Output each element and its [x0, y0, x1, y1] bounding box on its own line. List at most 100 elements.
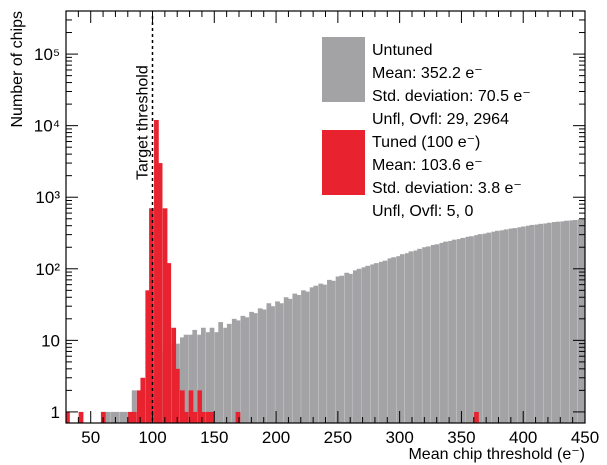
untuned-bar — [469, 236, 474, 423]
untuned-bar — [361, 267, 367, 423]
untuned-bar — [327, 279, 332, 423]
y-tick-label: 1 — [51, 403, 60, 422]
untuned-bar — [123, 411, 128, 423]
untuned-bar — [577, 219, 583, 423]
y-tick-label: 10⁵ — [34, 45, 60, 64]
x-tick-label: 400 — [509, 428, 537, 447]
tuned-bar — [209, 411, 215, 423]
untuned-bar — [335, 276, 341, 423]
untuned-bar — [110, 411, 116, 423]
tuned-bar — [179, 390, 185, 423]
tuned-bar — [201, 411, 206, 423]
untuned-bar — [352, 270, 358, 423]
tuned-bar — [188, 390, 194, 423]
untuned-bar — [283, 297, 289, 423]
untuned-bar — [205, 332, 211, 423]
tuned-bar — [205, 411, 211, 423]
untuned-bar — [218, 322, 224, 423]
legend: Untuned Mean: 352.2 e⁻ Std. deviation: 7… — [322, 37, 531, 220]
untuned-bar — [201, 327, 206, 423]
untuned-bar — [451, 239, 457, 423]
untuned-bar — [547, 222, 552, 423]
untuned-bar — [581, 219, 586, 423]
tuned-bar — [175, 368, 180, 423]
untuned-bar — [214, 332, 220, 423]
untuned-bar — [192, 329, 198, 423]
untuned-bar — [179, 337, 185, 423]
untuned-bar — [495, 230, 500, 423]
y-tick-label: 10⁴ — [34, 117, 60, 136]
target-threshold-label: Target threshold — [135, 65, 152, 180]
tuned-bar — [197, 390, 203, 423]
untuned-bar — [500, 230, 505, 423]
x-tick-label: 200 — [262, 428, 290, 447]
untuned-bar — [275, 301, 280, 423]
untuned-bar — [378, 261, 384, 423]
untuned-bar — [287, 298, 293, 423]
tuned-bar — [140, 377, 146, 423]
y-tick-label: 10³ — [35, 188, 60, 207]
untuned-bar — [309, 287, 315, 423]
untuned-bar — [443, 241, 448, 423]
y-tick-label: 10 — [41, 331, 60, 350]
untuned-bar — [486, 232, 492, 423]
untuned-bar — [508, 228, 514, 423]
untuned-bar — [434, 244, 440, 423]
untuned-bar — [399, 254, 405, 423]
tuned-bar — [162, 208, 168, 423]
untuned-bar — [387, 258, 393, 423]
untuned-bar — [270, 306, 275, 423]
untuned-bar — [538, 223, 544, 423]
untuned-bar — [318, 283, 324, 423]
untuned-bar — [278, 303, 284, 423]
untuned-bar — [209, 327, 215, 423]
tuned-bar — [66, 411, 70, 423]
legend-mean-tuned: Mean: 103.6 e⁻ — [372, 157, 483, 174]
untuned-bar — [226, 323, 232, 423]
x-axis-ticks: 50 100 150 200 250 300 350 400 450 — [77, 11, 599, 447]
tuned-bar — [136, 390, 142, 423]
untuned-bar — [131, 390, 137, 423]
tuned-series — [66, 119, 479, 424]
legend-title-untuned: Untuned — [372, 42, 433, 59]
tuned-bar — [474, 411, 479, 423]
y-tick-label: 10² — [35, 260, 60, 279]
untuned-bar — [521, 226, 526, 423]
x-tick-label: 150 — [200, 428, 228, 447]
untuned-bar — [572, 220, 578, 423]
legend-title-tuned: Tuned (100 e⁻) — [372, 134, 480, 151]
tuned-bar — [78, 411, 84, 423]
legend-unfl-ovfl-untuned: Unfl, Ovfl: 29, 2964 — [372, 111, 509, 128]
untuned-bar — [348, 273, 353, 423]
untuned-bar — [482, 233, 488, 423]
untuned-bar — [244, 317, 249, 423]
untuned-bar — [240, 315, 246, 423]
untuned-bar — [543, 223, 549, 423]
untuned-bar — [261, 309, 267, 423]
untuned-bar — [322, 284, 327, 423]
legend-stddev-untuned: Std. deviation: 70.5 e⁻ — [372, 88, 531, 105]
untuned-bar — [529, 224, 535, 423]
untuned-bar — [517, 227, 523, 423]
untuned-bar — [374, 263, 379, 423]
untuned-bar — [465, 236, 471, 423]
untuned-bar — [183, 334, 189, 423]
untuned-bar — [560, 221, 566, 423]
tuned-bar — [183, 411, 189, 423]
untuned-bar — [370, 264, 376, 423]
x-tick-label: 100 — [138, 428, 166, 447]
untuned-bar — [448, 240, 453, 423]
untuned-series — [102, 219, 586, 423]
untuned-bar — [313, 285, 319, 423]
untuned-bar — [439, 242, 445, 423]
untuned-bar — [396, 256, 401, 423]
untuned-bar — [301, 290, 306, 423]
tuned-bar — [131, 411, 137, 423]
untuned-bar — [408, 251, 414, 423]
untuned-bar — [339, 275, 345, 423]
tuned-bar — [235, 411, 241, 423]
tuned-bar — [157, 163, 163, 423]
untuned-bar — [223, 327, 228, 423]
tuned-bar — [145, 290, 151, 423]
